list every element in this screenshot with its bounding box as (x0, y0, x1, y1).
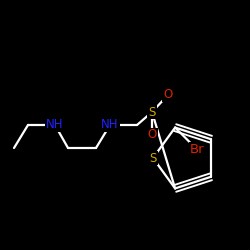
Text: Br: Br (190, 143, 204, 156)
Text: NH: NH (46, 118, 64, 132)
Text: O: O (164, 88, 172, 102)
Text: O: O (148, 128, 156, 141)
Text: NH: NH (101, 118, 119, 132)
Text: S: S (149, 152, 157, 164)
Text: S: S (148, 106, 156, 118)
